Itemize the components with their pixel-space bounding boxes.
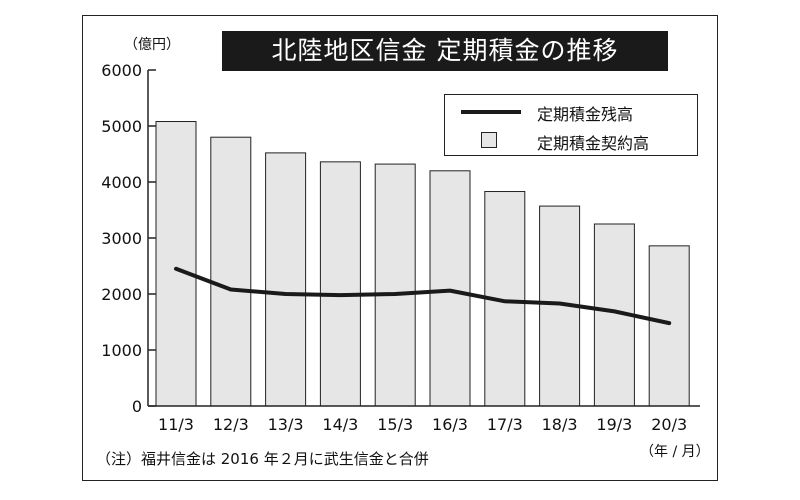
x-tick-label: 16/3: [432, 415, 468, 434]
footnote: （注）福井信金は 2016 年２月に武生信金と合併: [96, 450, 429, 468]
x-tick-label: 17/3: [487, 415, 523, 434]
legend-label-balance: 定期積金残高: [537, 105, 634, 124]
y-tick-label: 2000: [101, 285, 142, 304]
y-tick-label: 4000: [101, 173, 142, 192]
x-axis-unit: （年 / 月）: [640, 444, 710, 460]
x-tick-label: 12/3: [213, 415, 249, 434]
bar-11/3: [155, 121, 197, 407]
line-series-balance: [174, 266, 672, 326]
x-tick-label: 18/3: [542, 415, 578, 434]
bar-14/3: [319, 161, 361, 407]
legend-item-contract: 定期積金契約高: [445, 126, 697, 154]
x-tick-label: 14/3: [322, 415, 358, 434]
y-tick-label: 6000: [101, 61, 142, 80]
bar-16/3: [429, 170, 471, 407]
y-tick-label: 3000: [101, 229, 142, 248]
x-tick-label: 20/3: [651, 415, 687, 434]
bar-12/3: [210, 136, 252, 407]
x-tick-label: 15/3: [377, 415, 413, 434]
legend-bar-swatch: [481, 132, 497, 148]
x-tick-label: 11/3: [158, 415, 194, 434]
y-tick-label: 0: [132, 397, 142, 416]
legend-line-marker: [461, 110, 521, 114]
bar-20/3: [648, 245, 690, 407]
bar-15/3: [374, 163, 416, 407]
x-tick-label: 19/3: [596, 415, 632, 434]
bar-13/3: [265, 152, 307, 407]
y-tick-label: 5000: [101, 117, 142, 136]
legend: 定期積金残高 定期積金契約高: [444, 94, 698, 156]
x-tick-label: 13/3: [268, 415, 304, 434]
y-tick-label: 1000: [101, 341, 142, 360]
y-axis-unit: （億円）: [124, 37, 180, 53]
legend-label-contract: 定期積金契約高: [537, 134, 650, 153]
legend-item-balance: 定期積金残高: [445, 97, 697, 125]
chart-title: 北陸地区信金 定期積金の推移: [222, 31, 668, 71]
